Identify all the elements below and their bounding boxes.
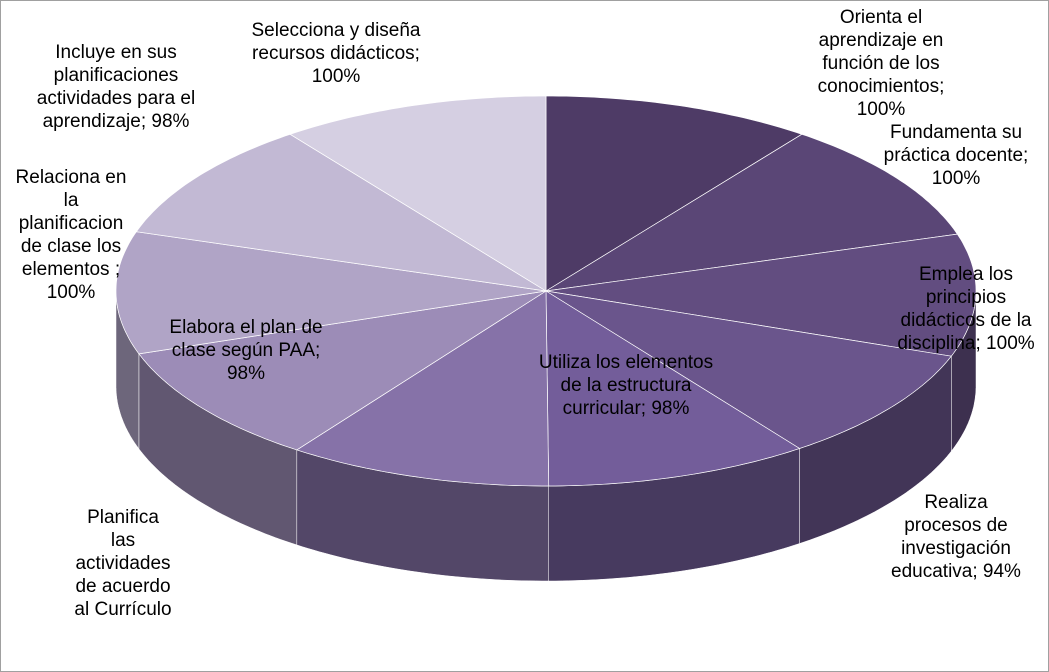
pie-slice xyxy=(545,133,958,292)
pie-slice xyxy=(545,290,952,449)
slice-label: Incluye en sus planificaciones actividad… xyxy=(36,42,196,132)
slice-label: Emplea los principios didácticos de la d… xyxy=(897,264,1035,354)
slice-label: Fundamenta su práctica docente; 100% xyxy=(883,122,1029,189)
slice-label: Elabora el plan de clase según PAA; 98% xyxy=(169,317,323,384)
slice-label: Orienta el aprendizaje en función de los… xyxy=(817,7,945,120)
slice-label: Realiza procesos de investigación educat… xyxy=(891,492,1021,582)
pie-slice xyxy=(135,133,547,292)
pie-slice xyxy=(138,290,547,451)
pie-slice xyxy=(545,233,977,357)
pie-slice xyxy=(289,95,547,292)
slice-label: Planifica las actividades de acuerdo al … xyxy=(74,507,172,620)
pie-slice xyxy=(115,231,547,355)
pie-slice xyxy=(545,95,803,292)
pie-slice xyxy=(295,290,550,487)
slice-label: Utiliza los elementos de la estructura c… xyxy=(538,352,714,419)
pie-slice xyxy=(545,290,801,487)
slice-label: Selecciona y diseña recursos didácticos;… xyxy=(251,20,421,87)
slice-label: Relaciona en la planificacion de clase l… xyxy=(15,167,127,303)
